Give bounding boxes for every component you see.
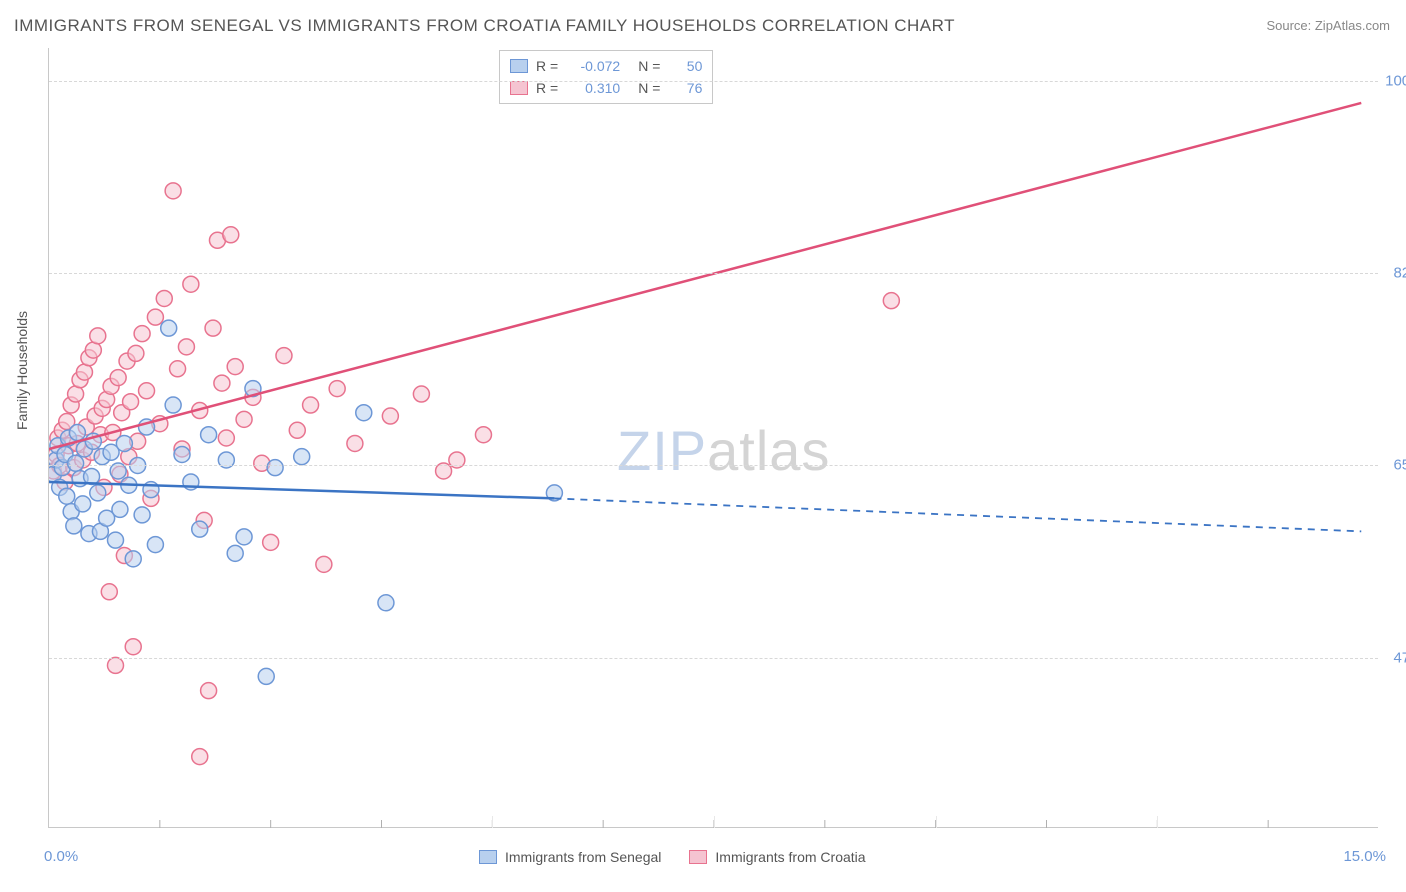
scatter-point [90,328,106,344]
scatter-point [59,488,75,504]
x-tick-max: 15.0% [1343,848,1386,865]
y-tick-label: 65.0% [1389,457,1406,474]
trend-line-dashed [554,498,1361,531]
scatter-point [227,359,243,375]
scatter-point [156,290,172,306]
stat-r-label: R = [536,55,558,77]
stat-r-value: -0.072 [570,55,620,77]
plot-area: ZIPatlas R =-0.072N =50R =0.310N =76 Imm… [48,48,1378,828]
scatter-point [201,427,217,443]
gridline-h [49,273,1378,274]
scatter-point [883,293,899,309]
scatter-point [69,425,85,441]
scatter-point [75,496,91,512]
y-axis-label: Family Households [14,311,30,430]
scatter-point [165,397,181,413]
scatter-point [223,227,239,243]
stat-n-label: N = [638,55,660,77]
scatter-point [178,339,194,355]
legend-stats-row: R = -0.072 N = 50 [510,55,702,77]
scatter-point [218,430,234,446]
scatter-point [347,435,363,451]
scatter-point [294,449,310,465]
scatter-point [192,749,208,765]
scatter-point [125,639,141,655]
legend-swatch [479,850,497,864]
scatter-point [214,375,230,391]
scatter-point [258,668,274,684]
legend-label: Immigrants from Croatia [715,849,865,865]
scatter-point [227,545,243,561]
scatter-point [303,397,319,413]
legend-bottom: Immigrants from Senegal Immigrants from C… [479,849,866,865]
scatter-point [329,381,345,397]
legend-swatch [510,81,528,95]
gridline-h [49,81,1378,82]
scatter-point [183,276,199,292]
scatter-point [110,370,126,386]
legend-item: Immigrants from Croatia [689,849,865,865]
scatter-point [147,537,163,553]
scatter-point [276,348,292,364]
x-tick-min: 0.0% [44,848,78,865]
chart-title: IMMIGRANTS FROM SENEGAL VS IMMIGRANTS FR… [14,16,955,36]
scatter-point [289,422,305,438]
gridline-v [714,816,715,828]
y-tick-label: 47.5% [1389,649,1406,666]
legend-label: Immigrants from Senegal [505,849,661,865]
scatter-point [267,460,283,476]
scatter-point [201,683,217,699]
scatter-point [161,320,177,336]
scatter-point [128,345,144,361]
scatter-point [382,408,398,424]
legend-swatch [689,850,707,864]
y-tick-label: 82.5% [1389,265,1406,282]
scatter-point [475,427,491,443]
scatter-point [68,455,84,471]
gridline-v [492,816,493,828]
scatter-point [108,657,124,673]
scatter-point [170,361,186,377]
scatter-point [90,485,106,501]
scatter-point [85,342,101,358]
scatter-point [76,364,92,380]
scatter-point [66,518,82,534]
scatter-point [236,411,252,427]
scatter-point [134,507,150,523]
scatter-point [101,584,117,600]
scatter-point [413,386,429,402]
scatter-point [112,501,128,517]
scatter-point [147,309,163,325]
gridline-v [1157,816,1158,828]
scatter-point [356,405,372,421]
legend-item: Immigrants from Senegal [479,849,661,865]
scatter-point [108,532,124,548]
scatter-point [116,435,132,451]
scatter-point [192,521,208,537]
scatter-point [378,595,394,611]
legend-stats-box: R =-0.072N =50R =0.310N =76 [499,50,713,104]
scatter-point [174,446,190,462]
scatter-point [125,551,141,567]
scatter-point [134,326,150,342]
gridline-v [936,816,937,828]
stat-n-value: 50 [672,55,702,77]
source-label: Source: ZipAtlas.com [1266,18,1390,33]
trend-line [49,103,1361,449]
legend-swatch [510,59,528,73]
scatter-point [139,383,155,399]
scatter-point [205,320,221,336]
y-tick-label: 100.0% [1381,72,1406,89]
scatter-point [123,394,139,410]
scatter-point [165,183,181,199]
gridline-h [49,658,1378,659]
chart-svg [49,48,1379,828]
scatter-point [263,534,279,550]
gridline-h [49,465,1378,466]
scatter-point [236,529,252,545]
scatter-point [68,386,84,402]
scatter-point [316,556,332,572]
